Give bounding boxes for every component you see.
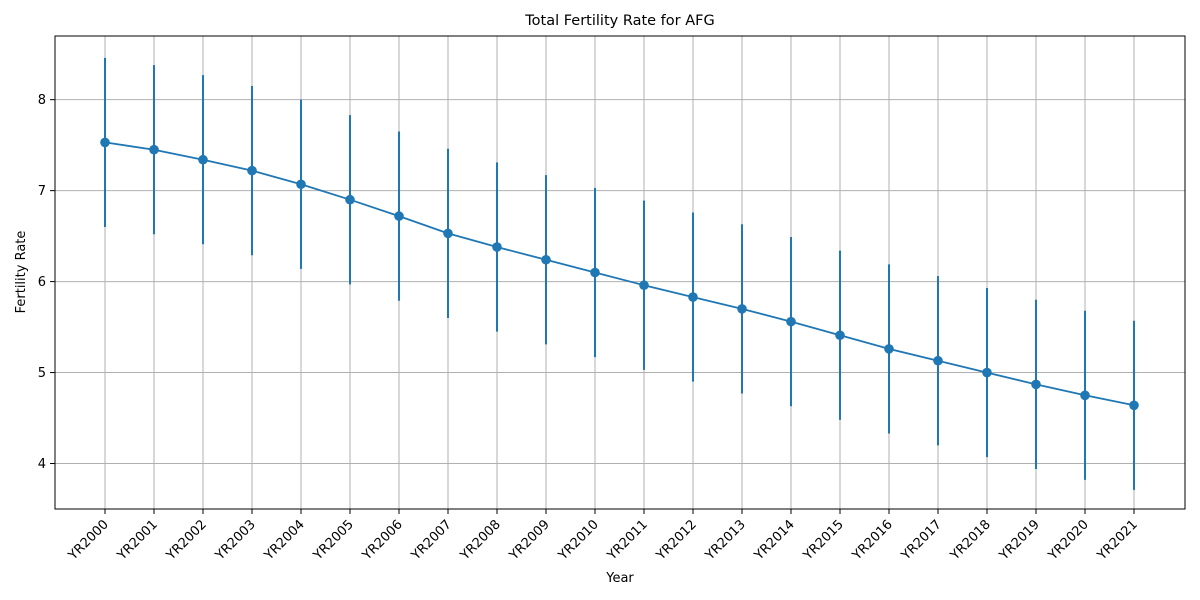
data-point [835, 330, 845, 341]
y-tick-label: 8 [38, 93, 46, 108]
data-point [1031, 379, 1041, 390]
data-point [149, 144, 159, 155]
data-point [1129, 400, 1139, 411]
y-axis-label: Fertility Rate [14, 231, 29, 314]
data-point [247, 165, 257, 176]
data-point [345, 194, 355, 205]
data-point [492, 242, 502, 252]
plot-frame [54, 35, 1186, 510]
x-axis-label: Year [605, 571, 634, 586]
data-point [688, 292, 698, 302]
data-point [1080, 390, 1090, 401]
chart-title: Total Fertility Rate for AFG [524, 13, 714, 29]
series-line-layer [104, 141, 1135, 407]
series-line [104, 141, 1135, 407]
y-tick-label: 5 [38, 366, 46, 381]
data-point [198, 154, 208, 165]
y-tick-label: 7 [38, 184, 46, 199]
data-point [982, 367, 992, 378]
data-point [884, 344, 894, 354]
y-tick-label: 6 [38, 275, 46, 290]
data-point [933, 355, 943, 366]
data-point [541, 254, 551, 265]
data-point [737, 304, 747, 314]
y-tick-label: 4 [38, 457, 46, 472]
data-point [443, 228, 453, 239]
data-point [394, 211, 404, 221]
data-point [100, 137, 110, 148]
data-point [590, 267, 600, 278]
data-point [786, 316, 796, 327]
data-point [639, 280, 649, 291]
data-point [296, 179, 306, 190]
data-points [100, 137, 1139, 411]
